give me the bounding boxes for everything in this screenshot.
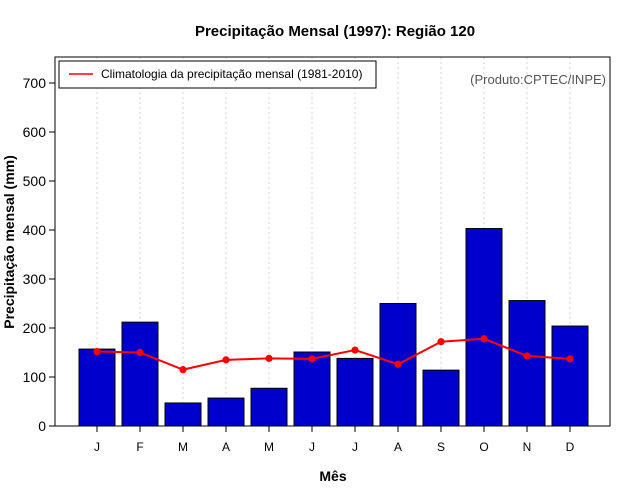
bar-1 <box>78 348 116 427</box>
x-tick-label: S <box>437 440 445 454</box>
bar-10 <box>465 228 503 427</box>
y-tick-label: 100 <box>23 369 47 385</box>
climatology-point-1 <box>93 347 101 356</box>
climatology-point-8 <box>394 360 402 368</box>
bar-2 <box>121 321 159 427</box>
climatology-point-7 <box>351 346 359 354</box>
climatology-point-10 <box>480 335 488 343</box>
bar-9 <box>422 369 460 427</box>
y-axis: 0 100 200 300 400 500 600 700 <box>23 75 55 434</box>
y-tick-label: 600 <box>23 124 47 140</box>
y-tick-label: 400 <box>23 222 47 238</box>
climatology-point-9 <box>437 338 445 346</box>
bar-7 <box>336 357 374 427</box>
x-tick-label: O <box>479 440 488 454</box>
bar-series <box>78 228 589 427</box>
credit-text: (Produto:CPTEC/INPE) <box>470 72 606 87</box>
climatology-point-2 <box>136 348 144 357</box>
legend-box <box>58 60 377 89</box>
climatology-point-11 <box>523 352 531 360</box>
x-tick-label: D <box>566 440 575 454</box>
x-axis-label: Mês <box>319 468 346 484</box>
y-tick-label: 700 <box>23 75 47 91</box>
bar-5 <box>250 387 288 427</box>
x-tick-label: J <box>352 440 358 454</box>
climatology-line-series <box>93 335 574 374</box>
x-tick-label: M <box>264 440 274 454</box>
climatology-point-6 <box>308 355 316 363</box>
climatology-point-12 <box>566 355 574 363</box>
climatology-point-3 <box>179 366 187 374</box>
climatology-point-5 <box>265 354 273 362</box>
grid-lines <box>96 57 571 426</box>
x-tick-label: M <box>178 440 188 454</box>
x-tick-label: J <box>94 440 100 454</box>
plot-frame <box>54 56 611 427</box>
climatology-line <box>96 337 571 371</box>
bar-4 <box>207 397 245 427</box>
chart-title: Precipitação Mensal (1997): Região 120 <box>195 23 475 40</box>
legend: Climatologia da precipitação mensal (198… <box>58 60 377 89</box>
x-tick-label: F <box>136 440 143 454</box>
climatology-point-4 <box>222 356 230 364</box>
x-tick-label: A <box>222 440 230 454</box>
bar-3 <box>164 402 202 427</box>
bar-6 <box>293 351 331 427</box>
x-tick-label: A <box>394 440 402 454</box>
y-axis-label: Precipitação mensal (mm) <box>1 155 17 329</box>
y-tick-label: 0 <box>38 418 46 434</box>
bar-11 <box>508 300 546 427</box>
y-tick-label: 300 <box>23 271 47 287</box>
x-tick-label: J <box>309 440 315 454</box>
x-tick-label: N <box>523 440 532 454</box>
legend-label: Climatologia da precipitação mensal (198… <box>101 67 362 81</box>
bar-12 <box>551 325 589 427</box>
y-tick-label: 500 <box>23 173 47 189</box>
y-tick-label: 200 <box>23 320 47 336</box>
